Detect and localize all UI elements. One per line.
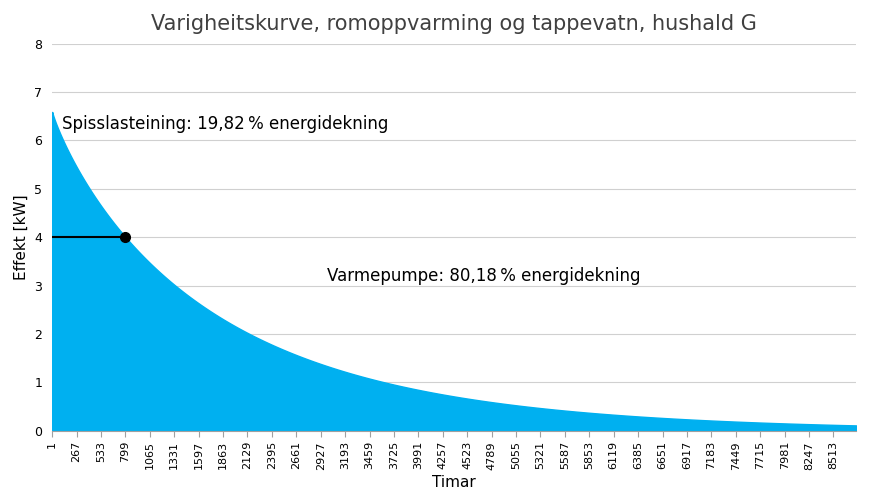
Text: Varmepumpe: 80,18 % energidekning: Varmepumpe: 80,18 % energidekning bbox=[327, 267, 640, 285]
X-axis label: Timar: Timar bbox=[432, 475, 475, 490]
Text: Spisslasteining: 19,82 % energidekning: Spisslasteining: 19,82 % energidekning bbox=[62, 114, 388, 133]
Title: Varigheitskurve, romoppvarming og tappevatn, hushald G: Varigheitskurve, romoppvarming og tappev… bbox=[151, 14, 756, 34]
Y-axis label: Effekt [kW]: Effekt [kW] bbox=[14, 195, 29, 280]
